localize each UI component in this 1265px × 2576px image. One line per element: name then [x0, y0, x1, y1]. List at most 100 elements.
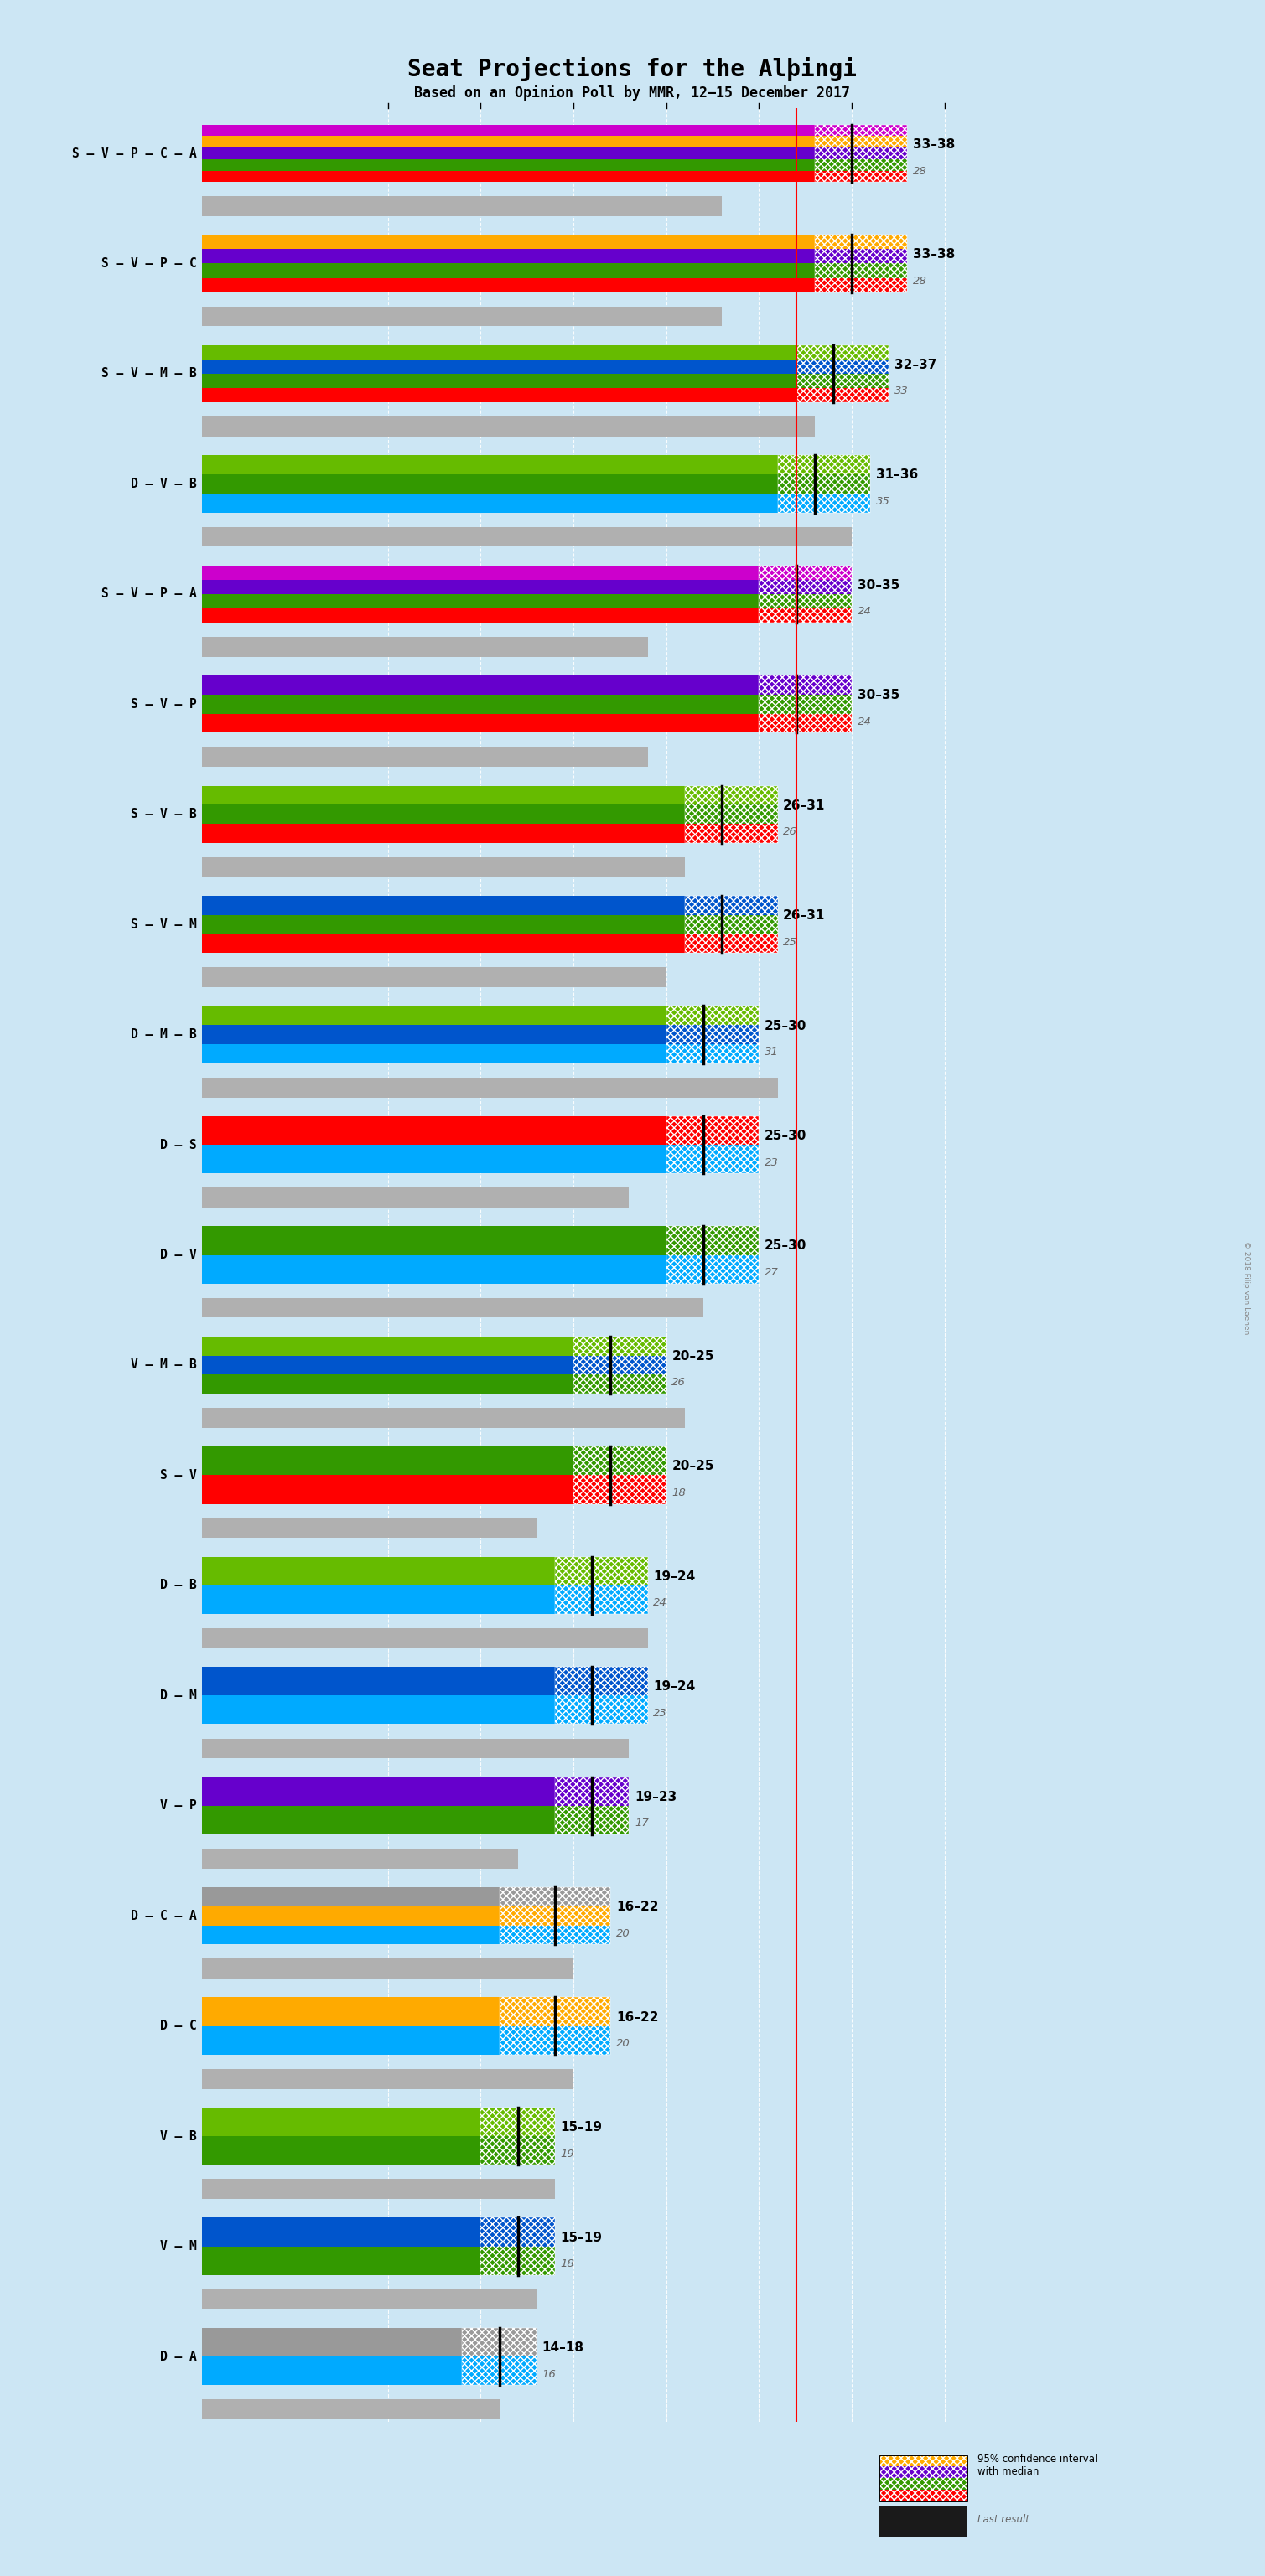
Text: 26: 26 [783, 827, 797, 837]
Text: © 2018 Filip van Laenen: © 2018 Filip van Laenen [1242, 1242, 1250, 1334]
Bar [202, 2398, 500, 2419]
Bar [202, 636, 648, 657]
Bar [555, 1806, 629, 1834]
Bar [202, 1888, 500, 1906]
Bar [202, 1298, 703, 1319]
Bar [667, 1226, 759, 1255]
Text: 31–36: 31–36 [875, 469, 918, 482]
Bar [555, 1695, 648, 1723]
Bar [202, 714, 759, 732]
Bar [202, 1409, 684, 1427]
Text: D – V: D – V [161, 1249, 197, 1262]
Bar [202, 1448, 573, 1476]
Text: 27: 27 [764, 1267, 779, 1278]
Bar [202, 1144, 667, 1175]
Bar [555, 1777, 629, 1834]
Text: 30–35: 30–35 [858, 580, 899, 592]
Bar [202, 696, 759, 714]
Text: V – B: V – B [161, 2130, 197, 2143]
Bar [573, 1448, 667, 1476]
Text: S – V – M: S – V – M [130, 917, 197, 930]
Bar [202, 345, 796, 358]
Bar [202, 747, 648, 768]
Bar [202, 417, 815, 435]
Bar [202, 374, 796, 389]
Bar [202, 137, 815, 147]
Bar [759, 608, 851, 623]
Bar [759, 714, 851, 732]
Text: V – M – B: V – M – B [130, 1358, 197, 1370]
Bar [667, 1226, 759, 1283]
Text: S – V: S – V [161, 1468, 197, 1481]
Text: 18: 18 [672, 1486, 686, 1499]
Text: 20: 20 [616, 2038, 630, 2048]
Bar [202, 1556, 555, 1584]
Bar [202, 456, 778, 474]
Text: Based on an Opinion Poll by MMR, 12–15 December 2017: Based on an Opinion Poll by MMR, 12–15 D… [415, 85, 850, 100]
Bar [684, 786, 778, 804]
Bar [573, 1337, 667, 1355]
Bar [202, 1906, 500, 1924]
Bar [202, 608, 759, 623]
Bar [462, 2329, 536, 2385]
Text: 16–22: 16–22 [616, 2012, 659, 2025]
Text: S – V – P – A: S – V – P – A [101, 587, 197, 600]
Bar [684, 896, 778, 914]
Bar [796, 374, 889, 389]
Bar [202, 1924, 500, 1945]
Text: D – M: D – M [161, 1690, 197, 1703]
Bar [202, 1355, 573, 1376]
Bar [202, 896, 684, 914]
Bar [667, 1043, 759, 1064]
Text: 28: 28 [913, 165, 927, 175]
Text: 25–30: 25–30 [764, 1131, 807, 1141]
Bar [500, 1888, 611, 1906]
Text: 95% confidence interval
with median: 95% confidence interval with median [978, 2452, 1098, 2478]
Bar [202, 2246, 481, 2275]
Bar [202, 124, 815, 137]
Bar [573, 1376, 667, 1394]
Text: D – A: D – A [161, 2349, 197, 2362]
Bar [202, 495, 778, 513]
Bar [555, 1777, 629, 1806]
Bar [667, 1115, 759, 1175]
Bar [555, 1556, 648, 1584]
Bar [202, 1115, 667, 1144]
Bar [202, 147, 815, 160]
Bar [202, 595, 759, 608]
Bar [759, 675, 851, 732]
Bar [202, 858, 684, 876]
Bar [202, 2025, 500, 2056]
Bar [202, 1739, 629, 1759]
Bar [462, 2357, 536, 2385]
Text: Seat Projections for the Alþingi: Seat Projections for the Alþingi [407, 57, 858, 80]
Bar [202, 1007, 667, 1025]
Bar [684, 786, 778, 842]
Bar [202, 2357, 462, 2385]
Text: S – V – B: S – V – B [130, 809, 197, 822]
Bar [202, 1077, 778, 1097]
Bar [573, 1337, 667, 1394]
Bar [202, 1850, 517, 1868]
Bar [667, 1255, 759, 1283]
Text: 26–31: 26–31 [783, 799, 825, 811]
Bar [202, 914, 684, 935]
Bar [202, 935, 684, 953]
Text: 15–19: 15–19 [560, 2231, 602, 2244]
Bar [202, 526, 851, 546]
Text: D – C – A: D – C – A [130, 1909, 197, 1922]
Bar [202, 786, 684, 804]
Bar [500, 1924, 611, 1945]
Bar [684, 935, 778, 953]
Bar [667, 1115, 759, 1144]
Text: 35: 35 [875, 497, 891, 507]
Text: 30–35: 30–35 [858, 688, 899, 701]
Text: 25: 25 [783, 938, 797, 948]
Text: 14–18: 14–18 [541, 2342, 584, 2354]
Bar [202, 1255, 667, 1283]
Text: 19–24: 19–24 [653, 1680, 696, 1692]
Bar [815, 147, 907, 160]
Bar [202, 250, 815, 263]
Text: 25–30: 25–30 [764, 1239, 807, 1252]
Bar [202, 2179, 555, 2200]
